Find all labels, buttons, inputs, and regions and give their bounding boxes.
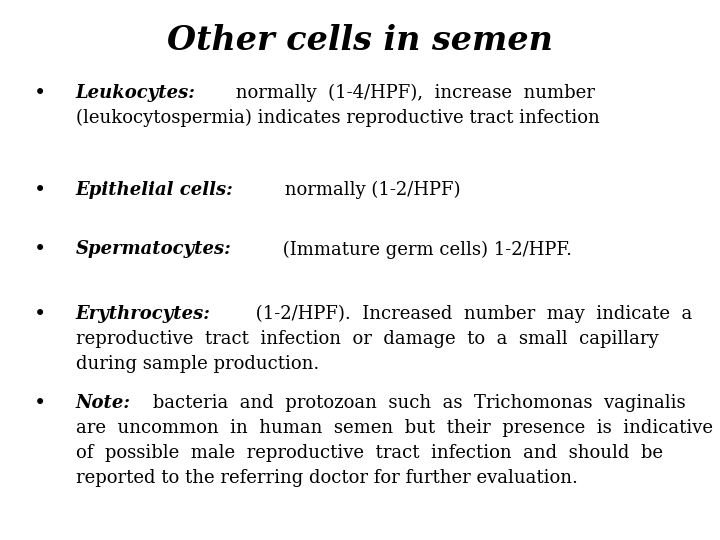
- Text: of  possible  male  reproductive  tract  infection  and  should  be: of possible male reproductive tract infe…: [76, 444, 662, 462]
- Text: are  uncommon  in  human  semen  but  their  presence  is  indicative: are uncommon in human semen but their pr…: [76, 419, 713, 437]
- Text: •: •: [33, 394, 46, 413]
- Text: (Immature germ cells) 1-2/HPF.: (Immature germ cells) 1-2/HPF.: [276, 240, 572, 259]
- Text: •: •: [33, 181, 46, 200]
- Text: •: •: [33, 84, 46, 103]
- Text: Note:: Note:: [76, 394, 130, 412]
- Text: reported to the referring doctor for further evaluation.: reported to the referring doctor for fur…: [76, 469, 577, 487]
- Text: normally  (1-4/HPF),  increase  number: normally (1-4/HPF), increase number: [230, 84, 595, 102]
- Text: •: •: [33, 305, 46, 324]
- Text: Erythrocytes:: Erythrocytes:: [76, 305, 210, 323]
- Text: during sample production.: during sample production.: [76, 355, 319, 373]
- Text: •: •: [33, 240, 46, 259]
- Text: Epithelial cells:: Epithelial cells:: [76, 181, 233, 199]
- Text: Spermatocytes:: Spermatocytes:: [76, 240, 231, 258]
- Text: reproductive  tract  infection  or  damage  to  a  small  capillary: reproductive tract infection or damage t…: [76, 330, 658, 348]
- Text: Leukocytes:: Leukocytes:: [76, 84, 195, 102]
- Text: Other cells in semen: Other cells in semen: [167, 24, 553, 57]
- Text: bacteria  and  protozoan  such  as  Trichomonas  vaginalis: bacteria and protozoan such as Trichomon…: [147, 394, 685, 412]
- Text: (leukocytospermia) indicates reproductive tract infection: (leukocytospermia) indicates reproductiv…: [76, 109, 599, 127]
- Text: (1-2/HPF).  Increased  number  may  indicate  a: (1-2/HPF). Increased number may indicate…: [250, 305, 692, 323]
- Text: normally (1-2/HPF): normally (1-2/HPF): [279, 181, 461, 199]
